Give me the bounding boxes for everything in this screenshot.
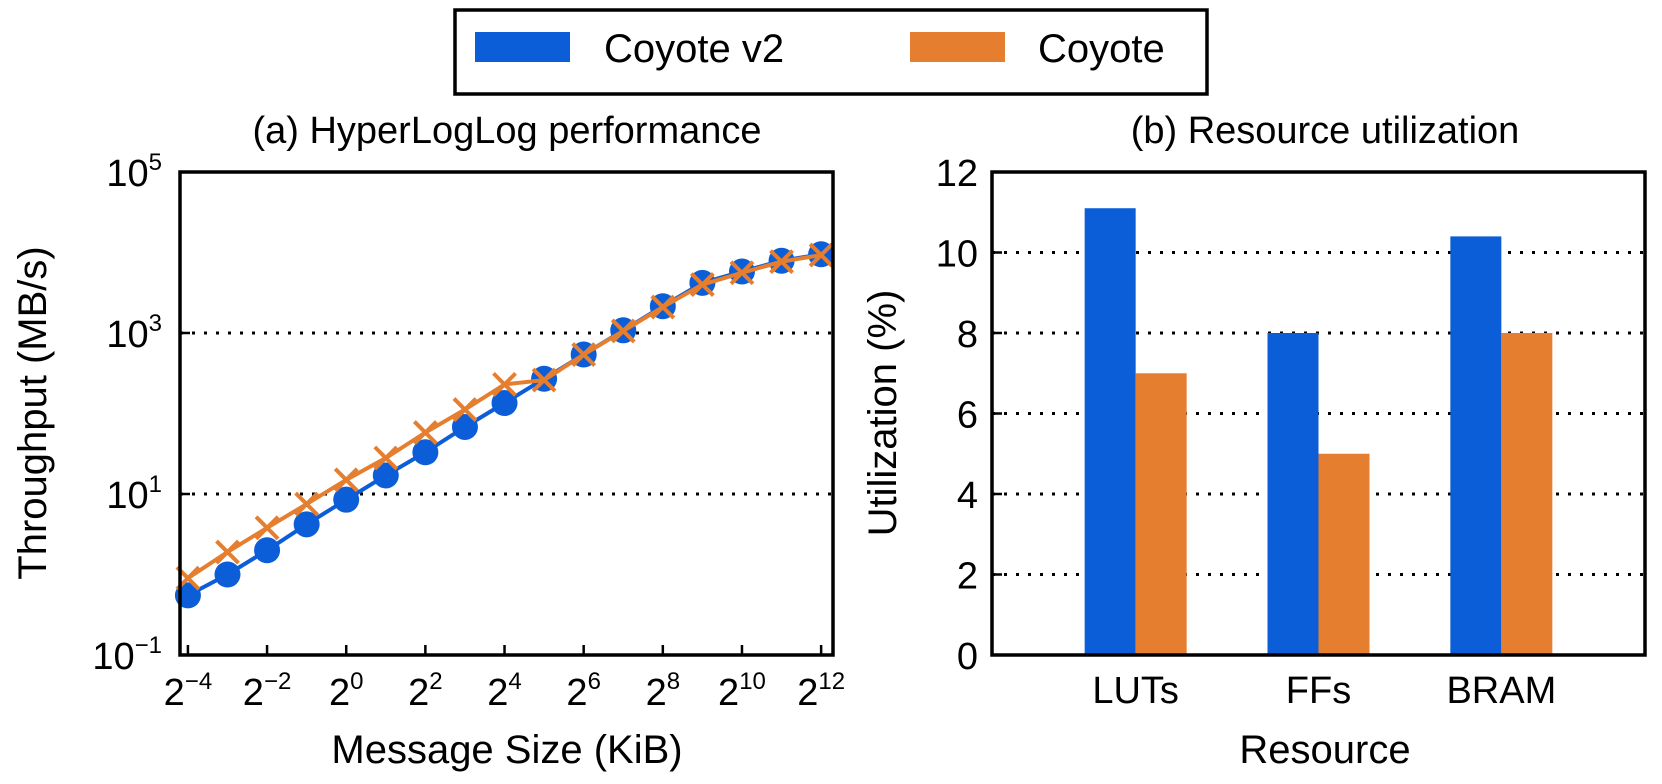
chart-a-gridlines [180,331,833,496]
chart-a-title: (a) HyperLogLog performance [252,110,761,152]
series-line [186,252,822,598]
chart-a-xtick-label: 28 [646,668,681,714]
chart-b-xtick-label: LUTs [1092,670,1179,712]
bar-bram-coyote [1501,333,1553,655]
chart-b-ytick-label: 10 [936,234,978,276]
legend: Coyote v2 Coyote [453,8,1209,96]
data-point [333,486,360,513]
chart-b-title: (b) Resource utilization [1131,110,1520,152]
chart-b-ytick-label: 6 [957,395,978,437]
data-point [451,413,478,440]
chart-a-xtick-label: 24 [487,668,522,714]
series-line [186,253,822,580]
chart-a-series [174,241,835,609]
data-point [333,467,359,493]
chart-a-ticks: 2−4 2−2 20 22 24 26 28 210 212 10−1 101 103 105 [92,149,845,714]
data-point [769,249,794,275]
data-point [214,561,241,588]
data-point [215,539,240,565]
data-point [412,420,438,445]
series-coyote [175,242,834,591]
data-point [729,260,755,286]
chart-a-xtick-label: 2−4 [164,668,213,714]
legend-label-coyote-v2: Coyote v2 [604,27,784,71]
chart-b-xlabel: Resource [1239,728,1410,772]
chart-b-xtick-label: BRAM [1446,670,1556,712]
bar-luts-coyote-v2 [1084,208,1136,655]
data-point [412,439,439,466]
bar-ffs-coyote [1318,453,1370,655]
legend-swatch-coyote [910,32,1005,62]
chart-b: (b) Resource utilization 0 2 4 6 8 10 12 LUTs FF… [861,110,1647,772]
data-point [808,242,834,268]
chart-b-bars [1084,208,1553,655]
data-point [610,318,636,344]
data-point [373,445,399,471]
chart-a-xtick-label: 212 [797,668,845,714]
data-point [689,272,715,297]
data-point [452,397,478,422]
chart-a-frame [178,170,835,657]
chart-a-ytick-label: 103 [106,310,162,356]
legend-swatch-coyote-v2 [475,32,570,62]
data-point [294,491,320,517]
chart-b-ytick-label: 4 [957,475,978,517]
data-point [650,294,676,320]
chart-a-xtick-label: 2−2 [243,668,292,714]
data-point [372,462,399,489]
data-point [293,511,320,538]
bar-luts-coyote [1135,373,1187,655]
chart-a-xtick-label: 210 [718,668,766,714]
chart-a-ytick-label: 105 [106,149,162,195]
chart-b-ticks: 0 2 4 6 8 10 12 LUTs FFs BRAM [936,153,1557,712]
chart-b-ylabel: Utilization (%) [861,290,905,537]
chart-a-xtick-label: 26 [566,668,601,714]
chart-a: (a) HyperLogLog performance 2−4 2−2 20 22 24… [11,110,845,772]
chart-b-xtick-label: FFs [1286,670,1351,712]
data-point [254,515,280,541]
legend-box [453,8,1209,96]
chart-a-ytick-label: 10−1 [92,632,162,678]
chart-b-ytick-label: 0 [957,636,978,678]
chart-b-ytick-label: 2 [957,556,978,598]
bar-bram-coyote-v2 [1450,236,1502,655]
data-point [531,367,557,393]
chart-a-xtick-label: 22 [408,668,443,714]
data-point [491,390,518,417]
chart-b-ytick-label: 12 [936,153,978,195]
chart-a-ytick-label: 101 [106,471,162,517]
chart-a-xtick-label: 20 [329,668,364,714]
chart-b-ytick-label: 8 [957,314,978,356]
data-point [254,537,281,564]
data-point [571,342,597,367]
data-point [492,371,517,397]
legend-label-coyote: Coyote [1038,27,1165,71]
bar-ffs-coyote-v2 [1267,333,1319,655]
chart-a-xlabel: Message Size (KiB) [331,728,682,772]
series-coyote-v2 [174,241,835,609]
chart-a-ylabel: Throughput (MB/s) [11,246,55,579]
